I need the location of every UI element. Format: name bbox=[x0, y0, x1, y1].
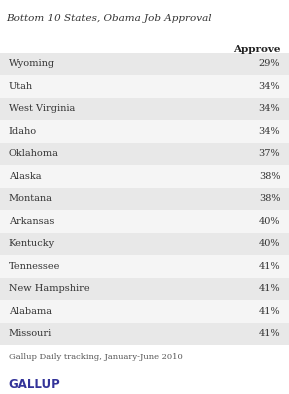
FancyBboxPatch shape bbox=[0, 120, 289, 143]
Text: Gallup Daily tracking, January-June 2010: Gallup Daily tracking, January-June 2010 bbox=[9, 353, 182, 361]
Text: 34%: 34% bbox=[259, 127, 280, 136]
FancyBboxPatch shape bbox=[0, 278, 289, 300]
FancyBboxPatch shape bbox=[0, 53, 289, 75]
Text: Alabama: Alabama bbox=[9, 307, 52, 316]
Text: Wyoming: Wyoming bbox=[9, 59, 55, 69]
FancyBboxPatch shape bbox=[0, 210, 289, 233]
Text: 40%: 40% bbox=[259, 240, 280, 249]
Text: Kentucky: Kentucky bbox=[9, 240, 55, 249]
Text: Tennessee: Tennessee bbox=[9, 262, 60, 271]
Text: 29%: 29% bbox=[259, 59, 280, 69]
FancyBboxPatch shape bbox=[0, 300, 289, 323]
Text: 41%: 41% bbox=[259, 307, 280, 316]
Text: 41%: 41% bbox=[259, 284, 280, 294]
FancyBboxPatch shape bbox=[0, 255, 289, 278]
FancyBboxPatch shape bbox=[0, 323, 289, 345]
Text: Approve: Approve bbox=[233, 45, 280, 54]
FancyBboxPatch shape bbox=[0, 233, 289, 255]
Text: 38%: 38% bbox=[259, 195, 280, 203]
Text: 37%: 37% bbox=[259, 149, 280, 158]
Text: 41%: 41% bbox=[259, 329, 280, 338]
Text: 38%: 38% bbox=[259, 172, 280, 181]
FancyBboxPatch shape bbox=[0, 75, 289, 98]
Text: GALLUP: GALLUP bbox=[9, 378, 60, 391]
Text: Utah: Utah bbox=[9, 82, 33, 91]
FancyBboxPatch shape bbox=[0, 188, 289, 210]
Text: 40%: 40% bbox=[259, 217, 280, 226]
Text: Montana: Montana bbox=[9, 195, 53, 203]
Text: West Virginia: West Virginia bbox=[9, 104, 75, 113]
Text: Idaho: Idaho bbox=[9, 127, 37, 136]
Text: New Hampshire: New Hampshire bbox=[9, 284, 89, 294]
FancyBboxPatch shape bbox=[0, 165, 289, 188]
FancyBboxPatch shape bbox=[0, 143, 289, 165]
Text: Missouri: Missouri bbox=[9, 329, 52, 338]
Text: Oklahoma: Oklahoma bbox=[9, 149, 59, 158]
FancyBboxPatch shape bbox=[0, 98, 289, 120]
Text: 34%: 34% bbox=[259, 104, 280, 113]
Text: 34%: 34% bbox=[259, 82, 280, 91]
Text: 41%: 41% bbox=[259, 262, 280, 271]
Text: Alaska: Alaska bbox=[9, 172, 41, 181]
Text: Arkansas: Arkansas bbox=[9, 217, 54, 226]
Text: Bottom 10 States, Obama Job Approval: Bottom 10 States, Obama Job Approval bbox=[6, 14, 212, 22]
